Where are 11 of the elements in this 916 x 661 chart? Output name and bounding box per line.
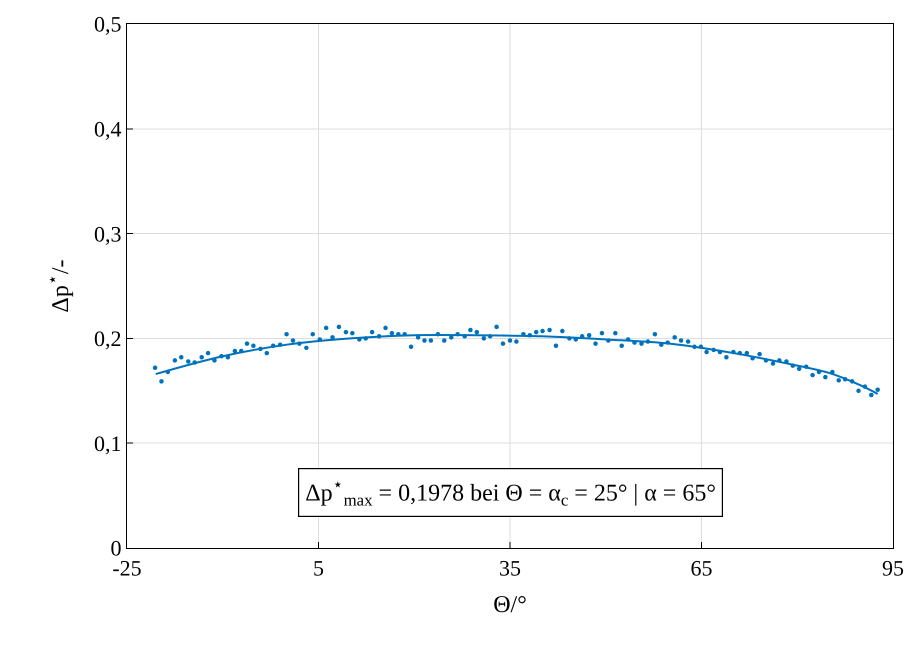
- x-tick-label: 35: [499, 556, 521, 580]
- x-tick-label: 5: [313, 556, 324, 580]
- x-axis-title: Θ/°: [493, 592, 527, 618]
- y-tick-label: 0,5: [94, 12, 122, 37]
- y-tick-label: 0,2: [94, 326, 122, 352]
- x-tick-label: 65: [690, 556, 712, 580]
- y-tick-label: 0,3: [94, 221, 122, 246]
- y-tick-label: 0,4: [94, 116, 122, 142]
- y-tick-label: 0,1: [94, 430, 122, 456]
- x-tick-label: 95: [882, 556, 904, 580]
- annotation: Δp$^{⋆}$$_{max}$ = 0,1978 bei Θ = α$_{c}$ = 25° | α = 65°: [305, 475, 716, 510]
